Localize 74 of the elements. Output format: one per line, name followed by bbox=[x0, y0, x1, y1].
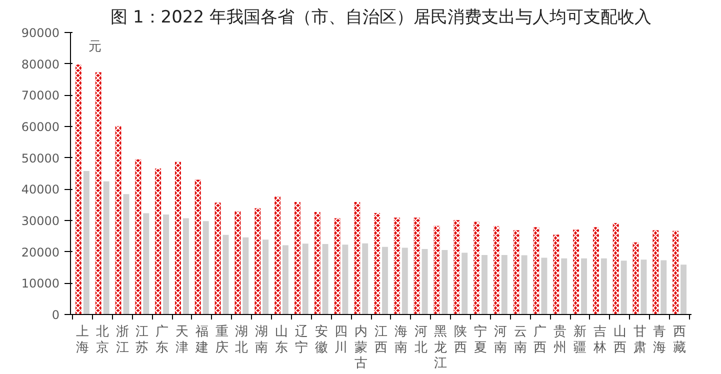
x-tick-label: 福建 bbox=[194, 324, 208, 356]
x-tick-label: 重庆 bbox=[215, 324, 228, 356]
chart-title: 图 1：2022 年我国各省（市、自治区）居民消费支出与人均可支配收入 bbox=[110, 8, 652, 28]
x-tick-label: 江西 bbox=[374, 324, 388, 356]
bar bbox=[322, 244, 328, 314]
x-tick-label: 广西 bbox=[534, 324, 547, 356]
x-tick-label: 四川 bbox=[334, 324, 348, 356]
y-tick-label: 30000 bbox=[21, 214, 60, 228]
x-tick-label: 上海 bbox=[76, 324, 89, 356]
bar bbox=[600, 258, 607, 314]
x-tick-label: 山西 bbox=[613, 324, 626, 356]
bar bbox=[342, 244, 348, 314]
x-tick-label: 宁夏 bbox=[474, 324, 488, 356]
bar bbox=[282, 245, 288, 314]
bar bbox=[103, 181, 110, 314]
x-tick-label: 吉林 bbox=[592, 324, 606, 356]
y-tick-label: 80000 bbox=[21, 57, 60, 72]
x-tick-label: 山东 bbox=[274, 324, 288, 356]
x-tick-label: 河北 bbox=[414, 324, 428, 356]
bar bbox=[521, 255, 528, 314]
x-tick-label: 青海 bbox=[653, 324, 666, 356]
x-tick-label: 广东 bbox=[156, 324, 169, 356]
x-tick-label: 甘肃 bbox=[633, 324, 646, 356]
y-tick-label: 10000 bbox=[21, 276, 60, 291]
bar bbox=[620, 260, 627, 314]
bar bbox=[362, 243, 368, 314]
bar bbox=[581, 258, 588, 314]
bar bbox=[462, 252, 468, 314]
x-tick-label: 安徽 bbox=[314, 324, 328, 356]
x-tick-label: 新疆 bbox=[574, 324, 587, 356]
bar bbox=[482, 254, 488, 314]
x-tick-label: 河南 bbox=[494, 324, 507, 356]
bar bbox=[541, 258, 548, 314]
x-tick-label: 北京 bbox=[96, 324, 109, 356]
x-tick-label: 天津 bbox=[175, 324, 188, 356]
y-tick-label: 50000 bbox=[21, 151, 60, 166]
y-tick-label: 20000 bbox=[21, 245, 60, 260]
bar bbox=[182, 218, 189, 314]
x-tick-label: 江苏 bbox=[136, 324, 149, 356]
x-tick-label: 辽宁 bbox=[294, 324, 308, 356]
bar bbox=[422, 249, 428, 314]
x-tick-label: 海南 bbox=[394, 324, 408, 356]
x-tick-label: 湖南 bbox=[255, 324, 268, 356]
bar bbox=[501, 254, 508, 314]
x-tick-label: 贵州 bbox=[554, 324, 567, 356]
bar bbox=[262, 240, 269, 314]
bar bbox=[242, 237, 249, 314]
x-tick-label: 浙江 bbox=[116, 324, 129, 356]
x-tick-label: 西藏 bbox=[673, 324, 686, 356]
bar bbox=[660, 260, 667, 314]
y-tick-label: 0 bbox=[52, 308, 60, 322]
bar bbox=[163, 214, 170, 314]
bar bbox=[123, 194, 130, 314]
bar bbox=[302, 244, 308, 314]
bar bbox=[143, 213, 150, 314]
y-tick-label: 70000 bbox=[21, 88, 60, 103]
y-tick-label: 40000 bbox=[21, 182, 60, 197]
x-tick-label: 云南 bbox=[514, 324, 527, 356]
x-tick-label: 黑龙江 bbox=[434, 324, 448, 371]
y-tick-label: 90000 bbox=[21, 26, 60, 40]
bar bbox=[640, 260, 647, 314]
x-tick-label: 陕西 bbox=[454, 324, 468, 356]
bar bbox=[222, 234, 229, 314]
annotation: 元 bbox=[88, 40, 102, 54]
bar bbox=[202, 221, 209, 314]
bar bbox=[561, 258, 568, 314]
bar bbox=[680, 264, 687, 314]
bar bbox=[442, 250, 448, 314]
bar bbox=[402, 248, 408, 314]
x-tick-label: 湖北 bbox=[235, 324, 248, 356]
y-tick-label: 60000 bbox=[21, 120, 60, 134]
x-tick-label: 内蒙古 bbox=[354, 324, 368, 371]
bar bbox=[83, 170, 90, 314]
bar bbox=[382, 246, 388, 314]
